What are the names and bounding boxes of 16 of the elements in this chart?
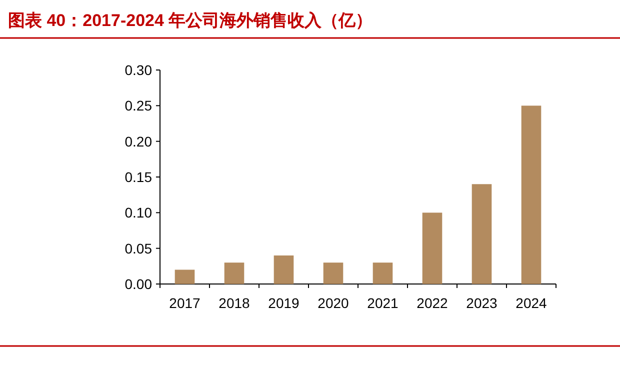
- x-tick-label: 2024: [516, 295, 548, 311]
- y-tick-label: 0.30: [124, 62, 152, 78]
- y-tick-label: 0.20: [124, 133, 152, 150]
- x-tick-label: 2017: [169, 295, 201, 311]
- y-tick-label: 0.15: [124, 169, 152, 185]
- x-tick-label: 2020: [318, 295, 350, 311]
- x-tick-label: 2023: [466, 295, 498, 311]
- chart-title: 图表 40：2017-2024 年公司海外销售收入（亿）: [8, 11, 373, 30]
- x-tick-label: 2021: [367, 295, 399, 311]
- x-tick-label: 2022: [416, 295, 448, 311]
- y-tick-label: 0.10: [124, 204, 152, 221]
- x-tick-label: 2019: [268, 295, 300, 311]
- y-tick-label: 0.00: [124, 276, 152, 292]
- x-tick-label: 2018: [218, 295, 250, 311]
- y-tick-label: 0.05: [124, 240, 152, 256]
- y-tick-label: 0.25: [124, 98, 152, 114]
